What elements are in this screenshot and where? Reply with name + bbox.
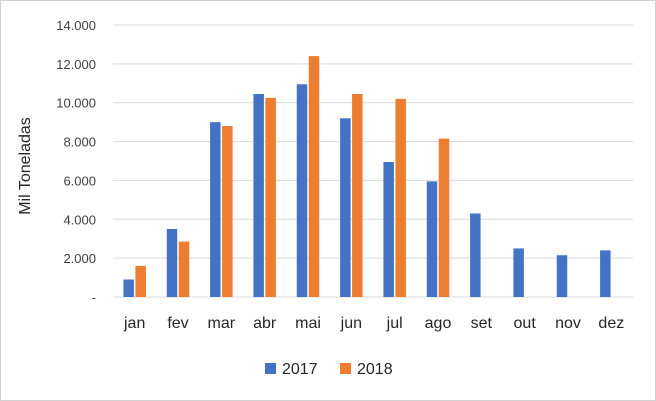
x-tick-label: jul [386,315,403,332]
legend-label-2017: 2017 [282,361,318,378]
y-tick-label: 8.000 [63,135,96,150]
bar-2017-abr [253,93,264,297]
bar-2017-fev [166,229,178,297]
x-tick-label: mai [295,315,321,332]
bar-2018-jun [352,93,363,297]
y-axis-label: Mil Toneladas [17,117,34,215]
legend-label-2018: 2018 [357,361,393,378]
bar-2017-out [513,248,524,297]
x-tick-label: dez [598,315,624,332]
bar-2017-mar [210,122,221,298]
bar-2017-jun [340,118,351,297]
x-tick-label: set [471,315,493,332]
x-tick-label: abr [253,315,277,332]
bar-2018-fev [178,241,190,297]
x-tick-label: jan [123,315,145,332]
y-tick-label: 14.000 [56,18,96,33]
bar-2018-jan [135,265,146,297]
x-tick-label: fev [167,315,188,332]
x-axis-ticks: jan fev mar abr mai jun jul ago set out nov dez [123,315,624,332]
bar-2017-dez [600,250,611,297]
y-axis-ticks: - 2.000 4.000 6.000 8.000 10.000 12.000 14.000 [56,18,96,305]
x-tick-label: ago [425,315,452,332]
bars [123,56,611,298]
y-tick-label: 4.000 [63,212,96,227]
bar-2018-mar [222,126,233,298]
bar-2018-abr [265,97,276,297]
bar-2017-jan [123,279,134,297]
y-tick-label: 2.000 [63,251,96,266]
legend-swatch-2018 [340,363,351,374]
legend-swatch-2017 [265,363,276,374]
gridlines [113,24,633,298]
x-tick-label: out [514,315,537,332]
bar-2017-mai [296,84,308,297]
y-tick-label: 10.000 [56,96,96,111]
bar-2018-jul [395,98,406,297]
bar-2017-nov [556,255,568,297]
y-tick-label: 6.000 [63,173,96,188]
bar-2017-jul [383,161,394,297]
x-tick-label: mar [208,315,236,332]
y-tick-label: 12.000 [56,57,96,72]
x-tick-label: jun [340,315,362,332]
bar-2017-ago [426,181,438,297]
x-tick-label: nov [555,315,581,332]
bar-2017-set [470,213,481,297]
legend: 2017 2018 [265,361,393,378]
bar-2018-ago [438,138,450,297]
bar-2018-mai [308,56,320,298]
y-tick-label: - [92,290,96,305]
